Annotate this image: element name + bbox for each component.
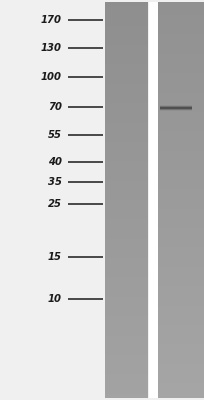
Text: 170: 170: [41, 15, 62, 25]
Text: 130: 130: [41, 42, 62, 52]
Text: 40: 40: [48, 157, 62, 167]
Text: 100: 100: [41, 72, 62, 82]
Text: 25: 25: [48, 199, 62, 209]
Text: 15: 15: [48, 252, 62, 262]
Text: 55: 55: [48, 130, 62, 140]
Text: 10: 10: [48, 294, 62, 304]
Bar: [149, 2, 158, 398]
Text: 70: 70: [48, 102, 62, 112]
Text: 35: 35: [48, 177, 62, 187]
